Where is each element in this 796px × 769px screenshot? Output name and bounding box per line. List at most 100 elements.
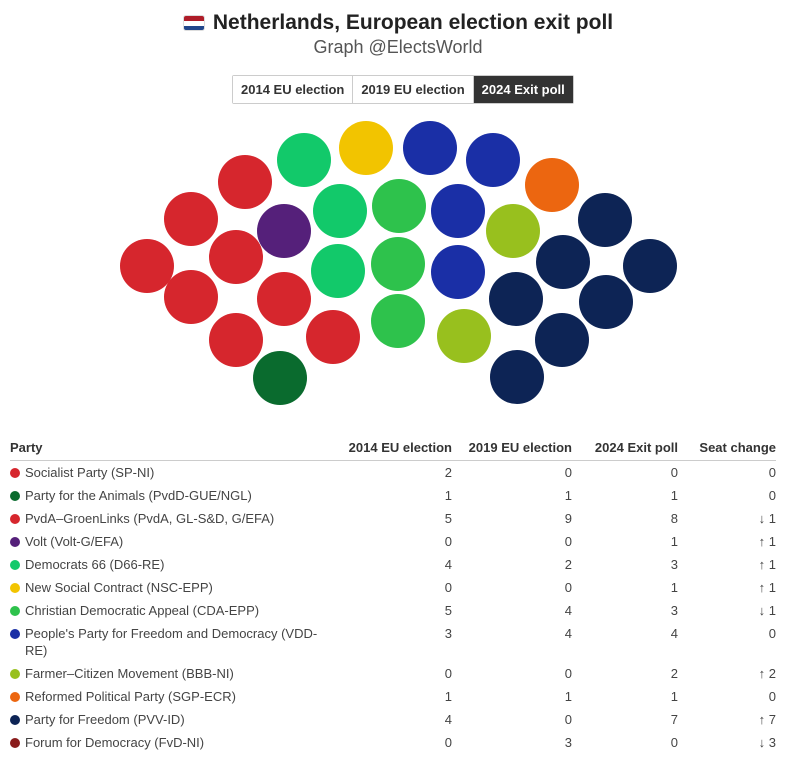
seat-circle: [437, 309, 491, 363]
party-color-dot: [10, 514, 20, 524]
seats-2024: 1: [670, 534, 678, 549]
seat-change: 0: [768, 465, 776, 480]
party-name: Socialist Party (SP-NI): [25, 465, 155, 480]
seats-2019: 0: [564, 465, 572, 480]
seat-circle: [490, 350, 544, 404]
seats-2014: 1: [444, 488, 452, 503]
seats-2024: 0: [670, 465, 678, 480]
seats-2024: 8: [670, 511, 678, 526]
party-cell: Volt (Volt-G/EFA): [10, 530, 330, 553]
seats-2014: 0: [444, 735, 452, 750]
seat-circle: [536, 235, 590, 289]
seat-circle: [218, 155, 272, 209]
seats-2014: 0: [444, 666, 452, 681]
party-cell: Party for Freedom (PVV-ID): [10, 708, 330, 731]
party-cell: Democrats 66 (D66-RE): [10, 553, 330, 576]
table-row: Socialist Party (SP-NI) 2 0 0 0: [10, 461, 776, 485]
table-header-row: Party 2014 EU election 2019 EU election …: [10, 436, 776, 461]
table-row: Christian Democratic Appeal (CDA-EPP) 5 4 3…: [10, 599, 776, 622]
chart-header: Netherlands, European election exit poll…: [0, 8, 796, 58]
party-color-dot: [10, 692, 20, 702]
tab-2019-eu-election[interactable]: 2019 EU election: [353, 76, 474, 103]
party-cell: New Social Contract (NSC-EPP): [10, 576, 330, 599]
party-label: Forum for Democracy (FvD-NI): [10, 734, 330, 751]
seats-2024: 1: [670, 580, 678, 595]
seat-circle: [578, 193, 632, 247]
seat-circle: [535, 313, 589, 367]
party-color-dot: [10, 537, 20, 547]
party-color-dot: [10, 738, 20, 748]
seat-circle: [313, 184, 367, 238]
party-name: PvdA–GroenLinks (PvdA, GL-S&D, G/EFA): [25, 511, 275, 526]
seat-circle: [525, 158, 579, 212]
tab-2014-eu-election[interactable]: 2014 EU election: [233, 76, 354, 103]
flag-stripe-blue: [183, 25, 204, 31]
seats-2024: 2: [670, 666, 678, 681]
seat-change: ↑ 2: [758, 666, 776, 681]
party-name: Christian Democratic Appeal (CDA-EPP): [25, 603, 260, 618]
party-color-dot: [10, 560, 20, 570]
table-row: Party for Freedom (PVV-ID) 4 0 7 ↑ 7: [10, 708, 776, 731]
party-name: Democrats 66 (D66-RE): [25, 557, 165, 572]
seat-circle: [579, 275, 633, 329]
netherlands-flag-icon: [182, 15, 205, 32]
party-cell: PvdA–GroenLinks (PvdA, GL-S&D, G/EFA): [10, 507, 330, 530]
seats-2014: 5: [444, 511, 452, 526]
seat-circle: [371, 237, 425, 291]
party-cell: Farmer–Citizen Movement (BBB-NI): [10, 662, 330, 685]
seats-2024: 1: [670, 689, 678, 704]
party-name: New Social Contract (NSC-EPP): [25, 580, 213, 595]
seats-2019: 1: [564, 488, 572, 503]
seats-2024: 3: [670, 557, 678, 572]
seats-2024: 0: [670, 735, 678, 750]
party-label: Socialist Party (SP-NI): [10, 464, 330, 481]
seats-2024: 3: [670, 603, 678, 618]
seats-2019: 4: [564, 626, 572, 641]
tab-2024-exit-poll[interactable]: 2024 Exit poll: [473, 76, 573, 103]
seat-circle: [489, 272, 543, 326]
seats-2014: 2: [444, 465, 452, 480]
party-name: Reformed Political Party (SGP-ECR): [25, 689, 236, 704]
party-cell: Party for the Animals (PvdD-GUE/NGL): [10, 484, 330, 507]
seat-circle: [623, 239, 677, 293]
party-name: Party for the Animals (PvdD-GUE/NGL): [25, 488, 252, 503]
seat-circle: [311, 244, 365, 298]
seat-circle: [372, 179, 426, 233]
seats-2014: 4: [444, 712, 452, 727]
seats-2019: 0: [564, 580, 572, 595]
table-row: Forum for Democracy (FvD-NI) 0 3 0 ↓ 3: [10, 731, 776, 754]
seat-circle: [209, 313, 263, 367]
seat-circle: [306, 310, 360, 364]
party-label: PvdA–GroenLinks (PvdA, GL-S&D, G/EFA): [10, 510, 330, 527]
seat-change: 0: [768, 689, 776, 704]
seat-circle: [339, 121, 393, 175]
results-table: Party 2014 EU election 2019 EU election …: [10, 436, 776, 754]
election-tabs: 2014 EU election 2019 EU election 2024 E…: [232, 75, 574, 104]
seat-change: 0: [768, 488, 776, 503]
seat-circle: [403, 121, 457, 175]
seat-circle: [164, 192, 218, 246]
party-label: Party for Freedom (PVV-ID): [10, 711, 330, 728]
party-color-dot: [10, 606, 20, 616]
party-name: Party for Freedom (PVV-ID): [25, 712, 185, 727]
party-name: People's Party for Freedom and Democracy…: [25, 626, 318, 658]
party-name: Farmer–Citizen Movement (BBB-NI): [25, 666, 234, 681]
party-color-dot: [10, 715, 20, 725]
seats-2014: 5: [444, 603, 452, 618]
table-row: New Social Contract (NSC-EPP) 0 0 1 ↑ 1: [10, 576, 776, 599]
seat-change: ↓ 1: [758, 603, 776, 618]
party-label: Party for the Animals (PvdD-GUE/NGL): [10, 487, 330, 504]
seat-circle: [486, 204, 540, 258]
seat-circle: [253, 351, 307, 405]
seats-2014: 4: [444, 557, 452, 572]
seat-change: 0: [768, 626, 776, 641]
table-row: Democrats 66 (D66-RE) 4 2 3 ↑ 1: [10, 553, 776, 576]
party-cell: Reformed Political Party (SGP-ECR): [10, 685, 330, 708]
seats-2019: 9: [564, 511, 572, 526]
seat-change: ↑ 1: [758, 534, 776, 549]
seats-2019: 4: [564, 603, 572, 618]
seat-change: ↑ 1: [758, 580, 776, 595]
party-label: People's Party for Freedom and Democracy…: [10, 625, 330, 659]
seats-2014: 1: [444, 689, 452, 704]
party-color-dot: [10, 669, 20, 679]
